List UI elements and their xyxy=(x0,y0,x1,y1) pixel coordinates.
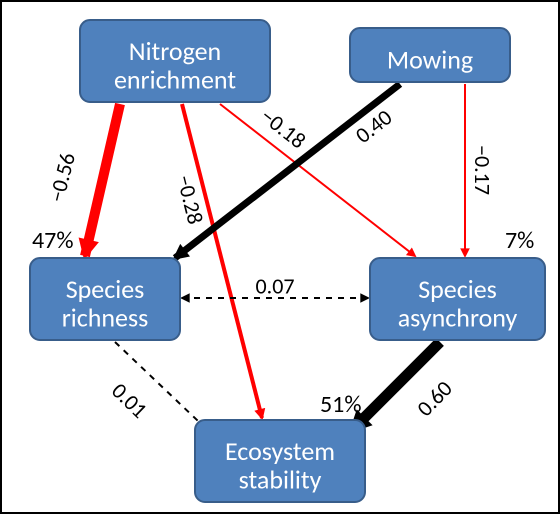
node-text-stability-0: Ecosystem xyxy=(225,435,335,467)
node-asynchrony: Speciesasynchrony xyxy=(370,258,545,340)
pct-label-richness: 47% xyxy=(32,226,73,255)
edge-nitrogen-richness xyxy=(85,104,120,256)
node-text-nitrogen-0: Nitrogen xyxy=(129,35,221,67)
pct-label-asynchrony: 7% xyxy=(505,226,534,255)
node-text-richness-1: richness xyxy=(62,302,149,334)
nodes-layer: NitrogenenrichmentMowingSpeciesrichnessS… xyxy=(30,20,545,502)
node-text-stability-1: stability xyxy=(239,464,322,496)
edge-label-mowing-asynchrony: −0.17 xyxy=(469,145,496,195)
edge-label-asynchrony-stability: 0.60 xyxy=(411,375,458,422)
node-text-asynchrony-0: Species xyxy=(418,273,497,305)
edge-label-nitrogen-asynchrony: −0.18 xyxy=(255,102,311,154)
pct-label-stability: 51% xyxy=(320,390,361,419)
path-diagram: NitrogenenrichmentMowingSpeciesrichnessS… xyxy=(0,0,560,514)
edge-label-richness-asynchrony: 0.07 xyxy=(255,272,294,299)
node-text-asynchrony-1: asynchrony xyxy=(398,302,518,334)
node-text-richness-0: Species xyxy=(66,273,145,305)
node-mowing: Mowing xyxy=(350,28,510,82)
edge-label-richness-stability: 0.01 xyxy=(106,377,153,424)
node-stability: Ecosystemstability xyxy=(195,420,365,502)
node-richness: Speciesrichness xyxy=(30,258,180,340)
edge-nitrogen-stability xyxy=(182,104,262,418)
node-text-mowing-0: Mowing xyxy=(387,43,473,75)
node-nitrogen: Nitrogenenrichment xyxy=(80,20,270,102)
edge-label-nitrogen-stability: −0.28 xyxy=(171,172,209,227)
edge-label-mowing-richness: 0.40 xyxy=(350,104,397,149)
edge-label-nitrogen-richness: −0.56 xyxy=(43,150,81,205)
edge-mowing-richness xyxy=(175,84,400,258)
node-text-nitrogen-1: enrichment xyxy=(114,64,236,96)
